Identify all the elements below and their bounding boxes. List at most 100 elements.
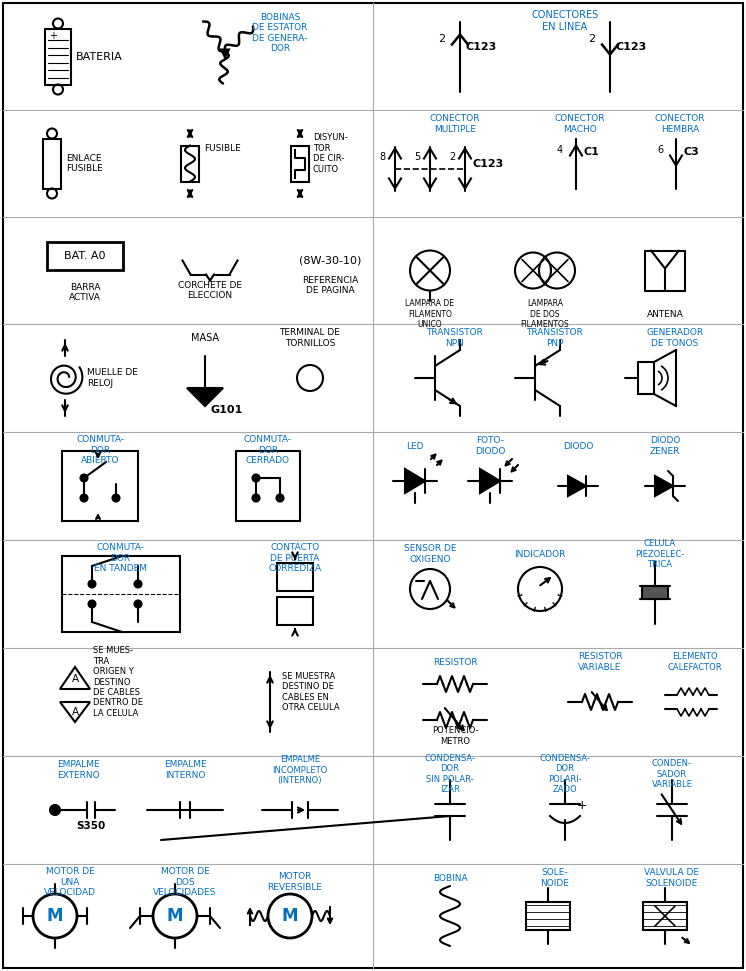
Text: BOBINA: BOBINA [433,874,467,883]
Polygon shape [221,50,229,57]
Circle shape [113,494,119,501]
Text: DISYUN-
TOR
DE CIR-
CUITO: DISYUN- TOR DE CIR- CUITO [313,133,348,174]
Text: ENLACE
FUSIBLE: ENLACE FUSIBLE [66,153,103,173]
Bar [236,451,300,521]
Circle shape [134,600,142,608]
Text: M: M [282,907,298,925]
Circle shape [81,475,87,482]
Bar [43,139,61,188]
Polygon shape [187,388,223,406]
Text: CONECTOR
HEMBRA: CONECTOR HEMBRA [655,115,705,134]
Text: EMPALME
INTERNO: EMPALME INTERNO [163,760,207,780]
Circle shape [252,494,260,501]
Text: 2: 2 [589,34,595,44]
Text: A: A [72,707,78,717]
Bar [45,28,71,84]
Text: BOBINAS
DE ESTATOR
DE GENERA-
DOR: BOBINAS DE ESTATOR DE GENERA- DOR [252,13,307,53]
Text: CONECTOR
MULTIPLE: CONECTOR MULTIPLE [430,115,480,134]
Bar [645,251,685,290]
Circle shape [89,600,95,608]
Text: DIODO
ZENER: DIODO ZENER [650,436,680,455]
Text: TERMINAL DE
TORNILLOS: TERMINAL DE TORNILLOS [280,328,340,348]
Text: 5: 5 [414,151,420,161]
Text: +: + [577,798,587,812]
Text: CONDENSA-
DOR
SIN POLAR-
IZAR: CONDENSA- DOR SIN POLAR- IZAR [424,753,475,794]
Text: C1: C1 [584,147,600,156]
Circle shape [50,805,60,815]
Text: REFERENCIA
DE PAGINA: REFERENCIA DE PAGINA [302,276,358,295]
Text: BAT. A0: BAT. A0 [64,251,106,260]
Text: GENERADOR
DE TONOS: GENERADOR DE TONOS [647,328,703,348]
Text: EMPALME
INCOMPLETO
(INTERNO): EMPALME INCOMPLETO (INTERNO) [272,755,327,785]
Text: CORCHETE DE
ELECCION: CORCHETE DE ELECCION [178,281,242,300]
Text: MASA: MASA [191,333,219,343]
Text: (8W-30-10): (8W-30-10) [299,255,361,265]
Text: MOTOR DE
DOS
VELOCIDADES: MOTOR DE DOS VELOCIDADES [154,867,216,897]
Polygon shape [655,476,673,496]
Bar [643,902,687,930]
Text: TRANSISTOR
PNP: TRANSISTOR PNP [527,328,583,348]
Text: BATERIA: BATERIA [76,51,123,61]
Polygon shape [480,469,500,493]
Text: TRANSISTOR
NPN: TRANSISTOR NPN [427,328,483,348]
Text: 2: 2 [449,151,455,161]
Bar [642,586,668,599]
Text: G101: G101 [210,405,242,415]
Text: S350: S350 [76,821,106,831]
Circle shape [81,494,87,501]
Text: 6: 6 [657,145,663,154]
Bar [526,902,570,930]
Text: FOTO-
DIODO: FOTO- DIODO [474,436,505,455]
Text: M: M [167,907,184,925]
Bar [277,597,313,625]
Text: MOTOR DE
UNA
VELOCIDAD: MOTOR DE UNA VELOCIDAD [44,867,96,897]
Text: LAMPARA DE
FILAMENTO
UNICO: LAMPARA DE FILAMENTO UNICO [406,299,454,329]
Text: RESISTOR
VARIABLE: RESISTOR VARIABLE [577,653,622,672]
Text: CONTACTO
DE PUERTA
CORREDIZA: CONTACTO DE PUERTA CORREDIZA [269,543,322,573]
Text: SE MUES-
TRA
ORIGEN Y
DESTINO
DE CABLES
DENTRO DE
LA CELULA: SE MUES- TRA ORIGEN Y DESTINO DE CABLES … [93,647,143,718]
Text: ELEMENTO
CALEFACTOR: ELEMENTO CALEFACTOR [668,653,722,672]
Text: SOLE-
NOIDE: SOLE- NOIDE [541,868,569,887]
Circle shape [252,475,260,482]
Text: 2: 2 [439,34,445,44]
Text: MUELLE DE
RELOJ: MUELLE DE RELOJ [87,368,138,387]
Text: DIODO: DIODO [562,442,593,451]
Text: +: + [49,30,57,41]
Text: LED: LED [407,442,424,451]
Bar [181,146,199,182]
Text: MOTOR
REVERSIBLE: MOTOR REVERSIBLE [268,872,322,891]
Polygon shape [568,476,586,496]
Text: M: M [47,907,63,925]
Text: A: A [72,674,78,684]
Text: C123: C123 [466,42,498,51]
Text: CONMUTA-
DOR
ABIERTO: CONMUTA- DOR ABIERTO [76,435,124,465]
Text: CONDEN-
SADOR
VARIABLE: CONDEN- SADOR VARIABLE [651,759,692,788]
Text: INDICADOR: INDICADOR [514,550,565,558]
Text: C123: C123 [473,158,504,169]
Text: VALVULA DE
SOLENOIDE: VALVULA DE SOLENOIDE [645,868,700,887]
Text: CELULA
PIEZOELEC-
TRICA: CELULA PIEZOELEC- TRICA [636,539,685,569]
Text: BARRA
ACTIVA: BARRA ACTIVA [69,283,101,302]
Text: C3: C3 [684,147,700,156]
Text: EMPALME
EXTERNO: EMPALME EXTERNO [57,760,99,780]
Circle shape [89,581,95,587]
Text: CONMUTA-
DOR
EN TANDEM: CONMUTA- DOR EN TANDEM [93,543,146,573]
Bar [291,146,309,182]
Bar [47,242,123,270]
Polygon shape [405,469,425,493]
Bar [62,556,180,632]
Text: POTENCIO-
METRO: POTENCIO- METRO [432,726,478,746]
Text: 8: 8 [379,151,385,161]
Text: RESISTOR: RESISTOR [433,657,477,666]
Bar [62,451,138,521]
Bar [638,362,654,394]
Text: LAMPARA
DE DOS
FILAMENTOS: LAMPARA DE DOS FILAMENTOS [521,299,569,329]
Text: SE MUESTRA
DESTINO DE
CABLES EN
OTRA CELULA: SE MUESTRA DESTINO DE CABLES EN OTRA CEL… [282,672,339,712]
Text: CONECTORES
EN LINEA: CONECTORES EN LINEA [531,11,598,32]
Text: SENSOR DE
OXIGENO: SENSOR DE OXIGENO [404,545,457,564]
Text: C123: C123 [616,42,648,51]
Text: CONDENSA-
DOR
POLARI-
ZADO: CONDENSA- DOR POLARI- ZADO [539,753,591,794]
Circle shape [277,494,283,501]
Text: ANTENA: ANTENA [647,310,683,318]
Text: CONMUTA-
DOR
CERRADO: CONMUTA- DOR CERRADO [244,435,292,465]
